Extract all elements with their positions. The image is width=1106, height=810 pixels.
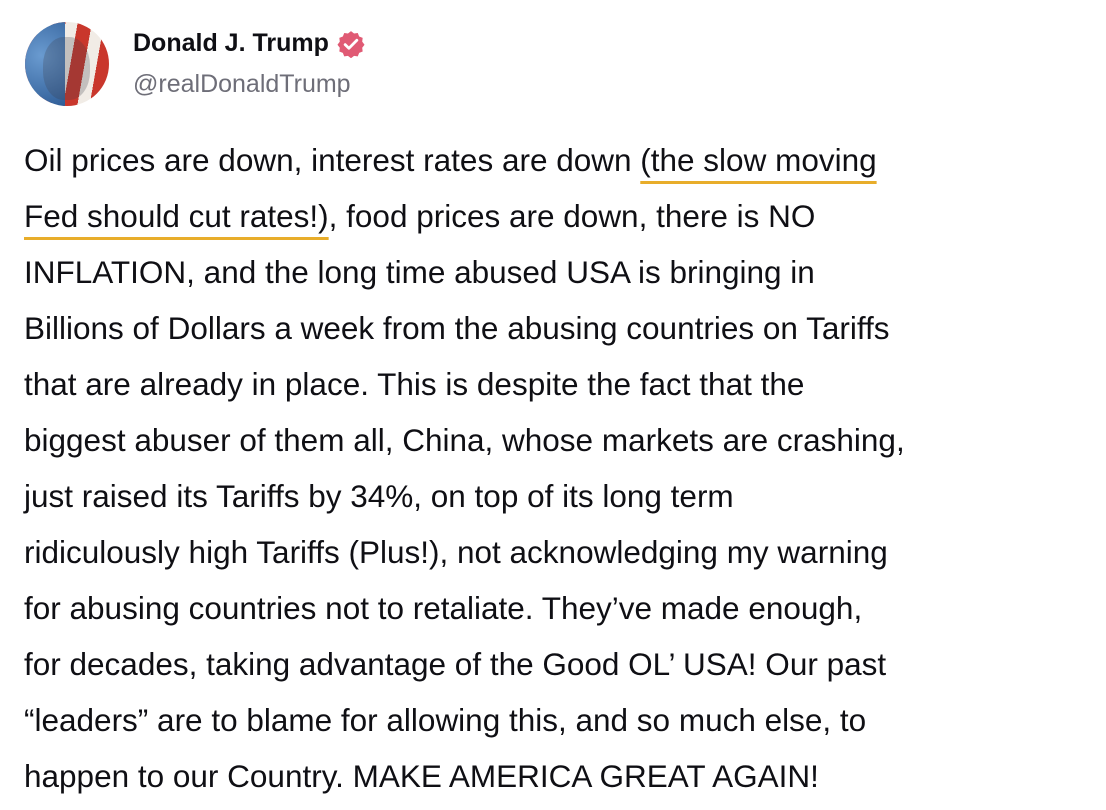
avatar[interactable] <box>25 22 109 106</box>
highlighted-text: Fed should cut rates!) <box>24 198 329 234</box>
post-text: “leaders” are to blame for allowing this… <box>24 702 867 738</box>
highlighted-text: (the slow moving <box>640 142 877 178</box>
post-text-line: for abusing countries not to retaliate. … <box>24 580 905 636</box>
post-text: for abusing countries not to retaliate. … <box>24 590 863 626</box>
post-text-line: happen to our Country. MAKE AMERICA GREA… <box>24 748 905 804</box>
post-text-line: just raised its Tariffs by 34%, on top o… <box>24 468 905 524</box>
post-text-line: Oil prices are down, interest rates are … <box>24 132 905 188</box>
post-text: INFLATION, and the long time abused USA … <box>24 254 815 290</box>
post-text: just raised its Tariffs by 34%, on top o… <box>24 478 734 514</box>
post-text: biggest abuser of them all, China, whose… <box>24 422 905 458</box>
post-text-line: INFLATION, and the long time abused USA … <box>24 244 905 300</box>
post-text: Billions of Dollars a week from the abus… <box>24 310 890 346</box>
post-text-line: Billions of Dollars a week from the abus… <box>24 300 905 356</box>
post-text-line: for decades, taking advantage of the Goo… <box>24 636 905 692</box>
post-text-line: that are already in place. This is despi… <box>24 356 905 412</box>
post-text: , food prices are down, there is NO <box>328 198 816 234</box>
post-text-line: biggest abuser of them all, China, whose… <box>24 412 905 468</box>
post-text-line: ridiculously high Tariffs (Plus!), not a… <box>24 524 905 580</box>
post-text: ridiculously high Tariffs (Plus!), not a… <box>24 534 888 570</box>
post-text: for decades, taking advantage of the Goo… <box>24 646 887 682</box>
post-text: Oil prices are down, interest rates are … <box>24 142 641 178</box>
author-name[interactable]: Donald J. Trump <box>133 29 329 57</box>
post-text-line: “leaders” are to blame for allowing this… <box>24 692 905 748</box>
post-text: happen to our Country. MAKE AMERICA GREA… <box>24 758 819 794</box>
post-text-line: Fed should cut rates!), food prices are … <box>24 188 905 244</box>
post-header: Donald J. Trump @realDonaldTrump <box>25 22 365 106</box>
verified-badge-icon <box>337 30 365 58</box>
post-body: Oil prices are down, interest rates are … <box>24 132 905 804</box>
post-text: that are already in place. This is despi… <box>24 366 805 402</box>
author-handle[interactable]: @realDonaldTrump <box>133 70 351 98</box>
